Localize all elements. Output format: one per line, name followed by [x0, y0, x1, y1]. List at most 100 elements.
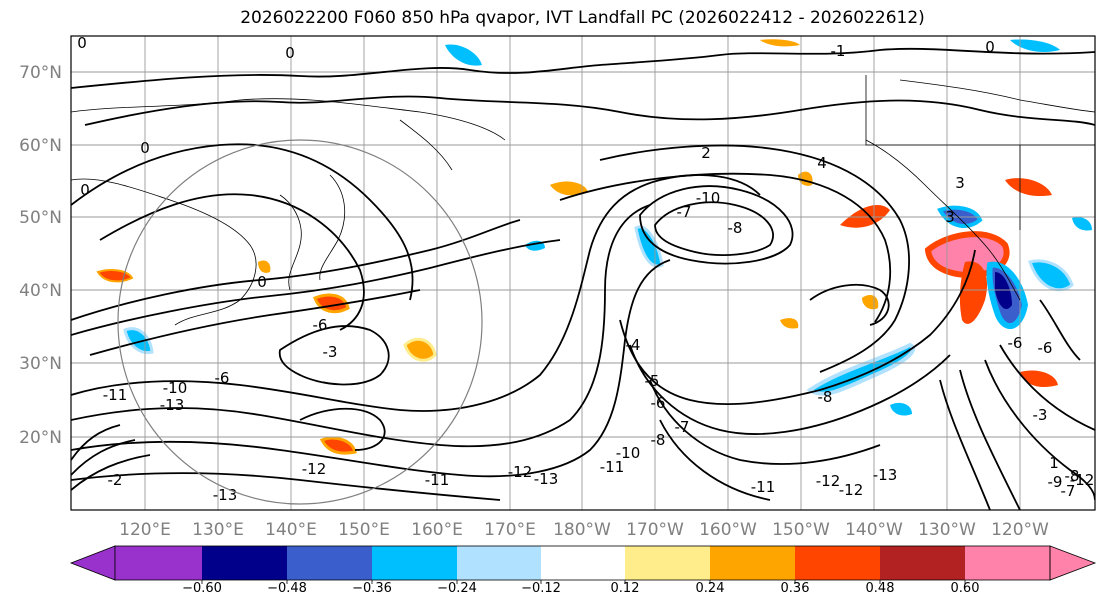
anomaly-patch [806, 342, 915, 396]
contour-label: 4 [817, 154, 827, 172]
anomaly-patch [403, 337, 437, 362]
contour-label: -7 [675, 418, 690, 436]
colorbar-segment [457, 546, 541, 580]
longitude-label: 160°E [411, 520, 463, 540]
contour-label: -12 [302, 460, 327, 478]
latitude-label: 60°N [19, 136, 62, 156]
latitude-label: 40°N [19, 281, 62, 301]
contour-label: -2 [108, 471, 123, 489]
anomaly-patch [995, 272, 1012, 310]
contour-label: -10 [696, 189, 721, 207]
contour-label: -13 [534, 470, 559, 488]
anomaly-patch [1072, 217, 1092, 231]
latitude-label: 70°N [19, 63, 62, 83]
anomaly-patch [1005, 178, 1052, 197]
colorbar-tick-label: 0.48 [866, 581, 895, 596]
contour-label: -11 [103, 386, 128, 404]
anomaly-patch [445, 44, 482, 66]
contour-label: -5 [645, 372, 660, 390]
anomaly-patch [258, 260, 271, 273]
contour-label: 0 [985, 38, 995, 56]
latitude-labels: 70°N 60°N 50°N 40°N 30°N 20°N [19, 63, 62, 448]
contour-label: 0 [80, 181, 90, 199]
contour-label: 0 [257, 273, 267, 291]
contour-label: -8 [1065, 467, 1080, 485]
latitude-label: 30°N [19, 354, 62, 374]
range-circle [117, 139, 483, 505]
anomaly-patch [123, 327, 154, 355]
contour-label: -1 [831, 42, 846, 60]
colorbar-segment [287, 546, 372, 580]
colorbar-segment [372, 546, 457, 580]
colorbar-segment [880, 546, 965, 580]
colorbar-segment [625, 546, 710, 580]
anomaly-patch [319, 436, 357, 455]
contour-label: -10 [163, 379, 188, 397]
anomaly-patch [1028, 259, 1074, 292]
colorbar-tick-label: −0.48 [267, 581, 307, 596]
contour-label: -3 [323, 343, 338, 361]
contour-label: -13 [213, 486, 238, 504]
coastlines [71, 75, 1095, 326]
colorbar-ticks: −0.60 −0.48 −0.36 −0.24 −0.12 0.12 0.24 0.36 0.4… [182, 580, 979, 596]
colorbar-segment [115, 546, 202, 580]
contour-label: 0 [285, 44, 295, 62]
anomaly-shading [96, 39, 1092, 455]
contour-label: -8 [818, 388, 833, 406]
colorbar-extend-low [69, 545, 116, 581]
contour-label: 3 [945, 208, 955, 226]
contour-label: -12 [508, 463, 533, 481]
contour-label: -3 [1033, 406, 1048, 424]
contour-label: -11 [600, 458, 625, 476]
anomaly-patch [890, 402, 912, 416]
colorbar-segment [202, 546, 287, 580]
map-title: 2026022200 F060 850 hPa qvapor, IVT Land… [240, 8, 925, 28]
latitude-label: 50°N [19, 208, 62, 228]
contour-label: 3 [955, 174, 965, 192]
anomaly-patch [760, 39, 800, 47]
contour-label: -6 [1038, 339, 1053, 357]
anomaly-patch [634, 225, 664, 268]
longitude-labels: 120°E 130°E 140°E 150°E 160°E 170°E 180°W 170°W… [119, 520, 1049, 540]
contour-label: -6 [1008, 334, 1023, 352]
anomaly-patch [959, 261, 988, 324]
contour-label: -4 [626, 336, 641, 354]
contour-label: -10 [616, 444, 641, 462]
longitude-label: 140°W [845, 520, 903, 540]
longitude-label: 130°E [192, 520, 244, 540]
longitude-label: 170°W [626, 520, 684, 540]
contour-label: -6 [215, 369, 230, 387]
colorbar-segment [710, 546, 795, 580]
anomaly-patch [96, 269, 134, 283]
colorbar-tick-label: 0.36 [781, 581, 810, 596]
colorbar-frame [114, 545, 1051, 581]
longitude-label: 150°W [772, 520, 830, 540]
colorbar-segment [795, 546, 880, 580]
colorbar-tick-label: 0.12 [611, 581, 640, 596]
colorbar [69, 545, 1097, 581]
contour-label: -9 [1048, 473, 1063, 491]
colorbar-extend-high [1049, 545, 1097, 581]
contour-label: -6 [313, 316, 328, 334]
contour-label: -11 [751, 478, 776, 496]
contour-label: -8 [728, 219, 743, 237]
contour-label: 1 [1049, 454, 1059, 472]
anomaly-patch [1020, 370, 1058, 388]
anomaly-patch [862, 295, 879, 310]
colorbar-tick-label: 0.24 [696, 581, 725, 596]
contour-label: 0 [140, 139, 150, 157]
longitude-label: 180°W [553, 520, 611, 540]
map-frame [70, 35, 1096, 511]
contour-label: -12 [839, 481, 864, 499]
anomaly-patch [1010, 39, 1060, 52]
longitude-label: 120°W [991, 520, 1049, 540]
contour-label: -11 [425, 471, 450, 489]
contour-label: -12 [1070, 471, 1095, 489]
colorbar-tick-label: −0.12 [521, 581, 561, 596]
contour-label: -6 [651, 394, 666, 412]
colorbar-tick-label: −0.24 [437, 581, 477, 596]
longitude-label: 160°W [699, 520, 757, 540]
